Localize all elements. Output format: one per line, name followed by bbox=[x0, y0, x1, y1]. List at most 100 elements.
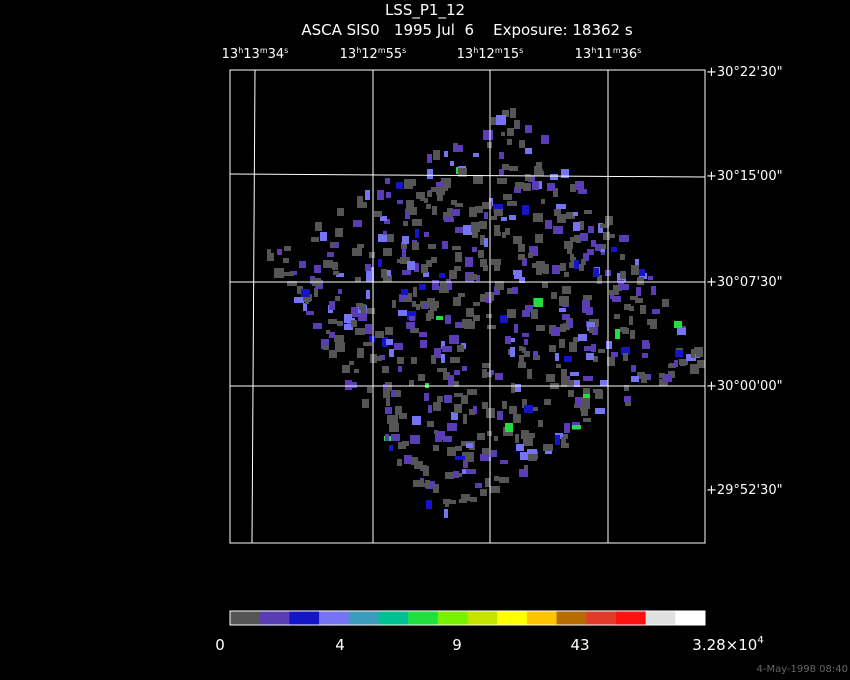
pixel bbox=[463, 459, 468, 468]
pixel bbox=[485, 478, 490, 487]
pixel bbox=[423, 272, 429, 277]
pixel bbox=[467, 389, 477, 395]
pixel bbox=[505, 423, 513, 432]
pixel bbox=[584, 210, 592, 214]
pixel bbox=[613, 285, 622, 291]
pixel bbox=[561, 382, 567, 387]
colorbar-segment bbox=[437, 611, 468, 625]
pixel bbox=[651, 286, 656, 295]
pixel bbox=[556, 364, 561, 368]
dec-labels: +30°22'30" +30°15'00" +30°07'30" +30°00'00"… bbox=[706, 65, 783, 498]
pixel bbox=[444, 217, 454, 222]
pixel bbox=[586, 353, 594, 360]
pixel bbox=[522, 347, 526, 353]
pixel bbox=[614, 314, 620, 319]
pixel bbox=[284, 272, 294, 276]
pixel bbox=[449, 270, 457, 279]
value: 55 bbox=[386, 47, 403, 62]
pixel bbox=[553, 188, 558, 197]
pixel bbox=[428, 310, 434, 319]
pixel bbox=[401, 289, 408, 295]
pixel bbox=[563, 323, 570, 330]
pixel bbox=[375, 331, 384, 338]
pixel bbox=[267, 249, 271, 254]
pixel bbox=[677, 328, 686, 335]
pixel bbox=[407, 311, 416, 320]
pixel bbox=[522, 205, 529, 215]
pixel bbox=[391, 434, 400, 441]
pixel bbox=[332, 262, 338, 270]
pixel bbox=[385, 327, 393, 335]
pixel bbox=[320, 232, 327, 241]
pixel bbox=[426, 204, 431, 209]
pixel bbox=[690, 364, 699, 374]
pixel bbox=[455, 203, 463, 207]
pixel bbox=[562, 286, 571, 294]
pixel bbox=[625, 402, 631, 406]
pixel bbox=[579, 221, 584, 230]
pixel bbox=[450, 161, 454, 166]
pixel bbox=[593, 356, 598, 362]
pixel bbox=[564, 356, 572, 362]
pixel bbox=[389, 445, 393, 451]
unit: s bbox=[284, 46, 288, 55]
pixel bbox=[470, 497, 477, 502]
pixel bbox=[329, 350, 337, 358]
pixel bbox=[447, 208, 453, 215]
pixel bbox=[479, 221, 487, 229]
pixel bbox=[335, 342, 345, 352]
pixel bbox=[427, 154, 432, 163]
pixel bbox=[691, 349, 695, 358]
pixel bbox=[466, 469, 476, 474]
pixel bbox=[561, 169, 569, 178]
pixel bbox=[323, 260, 333, 268]
pixel bbox=[315, 222, 322, 231]
pixel bbox=[424, 232, 429, 237]
pixel bbox=[538, 420, 543, 427]
pixel bbox=[491, 216, 497, 220]
pixel bbox=[561, 374, 567, 382]
pixel bbox=[473, 175, 483, 184]
colorbar-label: 9 bbox=[452, 636, 462, 654]
pixel bbox=[534, 298, 543, 307]
pixel bbox=[405, 209, 410, 219]
pixel bbox=[403, 221, 408, 226]
pixel bbox=[521, 430, 529, 439]
pixel bbox=[385, 434, 389, 441]
pixel bbox=[499, 152, 504, 159]
pixel bbox=[606, 341, 612, 349]
pixel bbox=[555, 435, 560, 445]
pixel bbox=[564, 423, 570, 433]
pixel bbox=[461, 494, 466, 502]
pixel bbox=[445, 315, 451, 324]
pixel bbox=[473, 406, 477, 414]
pixel bbox=[413, 480, 423, 487]
pixel bbox=[472, 247, 477, 252]
pixel bbox=[336, 273, 344, 277]
colorbar: 0 4 9 43 3.28×104 bbox=[215, 610, 764, 654]
pixel bbox=[501, 217, 507, 221]
pixel bbox=[552, 265, 560, 274]
unit: h bbox=[238, 46, 243, 55]
pixel bbox=[404, 179, 413, 189]
pixel bbox=[566, 212, 575, 219]
pixel bbox=[551, 327, 560, 336]
pixel bbox=[453, 297, 461, 306]
pixel bbox=[538, 171, 544, 176]
pixel bbox=[431, 187, 436, 192]
pixel bbox=[524, 405, 533, 413]
pixel bbox=[461, 441, 470, 446]
pixel bbox=[496, 115, 506, 125]
pixel bbox=[694, 347, 703, 357]
pixel bbox=[357, 348, 364, 358]
pixel bbox=[409, 316, 415, 321]
pixel bbox=[573, 212, 578, 216]
pixel bbox=[509, 406, 517, 414]
pixel bbox=[680, 361, 686, 366]
pixel bbox=[357, 244, 364, 248]
pixel bbox=[525, 148, 532, 154]
pixel bbox=[397, 200, 403, 204]
pixel bbox=[414, 263, 419, 272]
unit: m bbox=[260, 46, 268, 55]
